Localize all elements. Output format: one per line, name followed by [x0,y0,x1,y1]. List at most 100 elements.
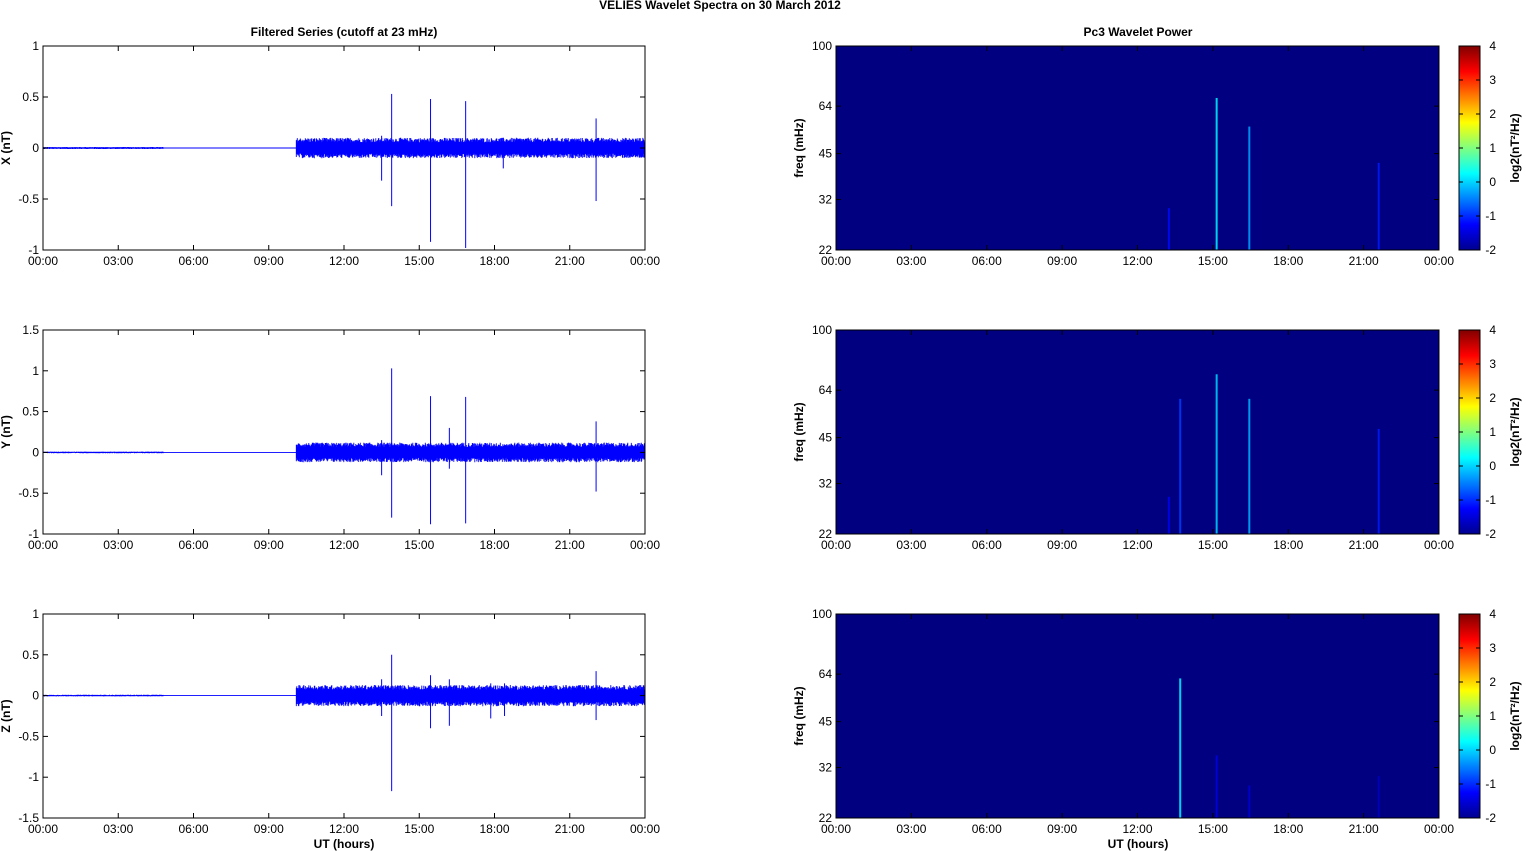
series-y-ytick-label: -1 [28,527,39,541]
power-x-background [836,46,1439,250]
series-x-xtick-label: 00:00 [28,254,58,268]
power-z-colorbar-tick-label: 4 [1489,607,1496,621]
power-x-colorbar-tick-label: 4 [1489,39,1496,53]
power-z-ytick-label: 64 [819,667,833,681]
power-z-colorbar-tick-label: -2 [1485,811,1496,825]
power-x-streak [1248,126,1251,250]
power-y-xtick-label: 12:00 [1122,538,1152,552]
power-y-colorbar-tick-label: -2 [1485,527,1496,541]
power-z-xtick-label: 18:00 [1273,822,1303,836]
series-z-xtick-label: 18:00 [479,822,509,836]
series-z-frame [42,613,646,819]
power-z-frame [835,613,1440,819]
power-z-xtick-label: 15:00 [1198,822,1228,836]
series-x-xtick-label: 06:00 [178,254,208,268]
series-x-xtick-label: 00:00 [630,254,660,268]
power-z-streak [1248,785,1251,818]
power-y-streak [1215,374,1218,534]
series-x-panel: -1 -0.5 0 0.5 1 00:00 03:00 06:00 09:00 12:00 15:0… [0,39,660,268]
power-y-colorbar-tick-label: 1 [1489,425,1496,439]
power-x-colorbar-tick-label: -2 [1485,243,1496,257]
power-y-ytick-label: 64 [819,383,833,397]
right-xlabel: UT (hours) [1108,837,1169,851]
power-z-colorbar-tick-label: 3 [1489,641,1496,655]
power-y-xtick-label: 03:00 [896,538,926,552]
power-x-frame [835,45,1440,251]
series-z-xtick-label: 21:00 [555,822,585,836]
power-x-streak [1215,97,1218,250]
power-y-colorbar-label: log2(nT²/Hz) [1508,397,1522,466]
series-z-ytick-label: 1 [32,607,39,621]
power-x-ytick-label: 64 [819,99,833,113]
power-x-xtick-label: 00:00 [821,254,851,268]
power-z-colorbar-label: log2(nT²/Hz) [1508,681,1522,750]
series-y-xtick-label: 03:00 [103,538,133,552]
power-y-frame [835,329,1440,535]
series-z-xtick-label: 03:00 [103,822,133,836]
power-z-xtick-label: 00:00 [821,822,851,836]
series-y-ytick-label: 0.5 [22,405,39,419]
power-y-colorbar-tick-label: 4 [1489,323,1496,337]
power-x-colorbar-label: log2(nT²/Hz) [1508,113,1522,182]
power-z-xtick-label: 03:00 [896,822,926,836]
power-y-xtick-label: 18:00 [1273,538,1303,552]
power-x-colorbar-tick-label: 3 [1489,73,1496,87]
power-x-ytick-label: 100 [812,39,832,53]
power-y-colorbar-tick-label: 0 [1489,459,1496,473]
power-z-ytick-label: 32 [819,761,833,775]
power-x-xtick-label: 06:00 [972,254,1002,268]
power-y-xtick-label: 15:00 [1198,538,1228,552]
series-z-xtick-label: 00:00 [630,822,660,836]
power-z-xtick-label: 21:00 [1349,822,1379,836]
power-y-ytick-label: 100 [812,323,832,337]
series-x-xtick-label: 21:00 [555,254,585,268]
power-x-xtick-label: 12:00 [1122,254,1152,268]
power-y-colorbar-tick-label: -1 [1485,493,1496,507]
series-y-ytick-label: 1.5 [22,323,39,337]
power-x-colorbar-tick-label: 2 [1489,107,1496,121]
power-z-xtick-label: 12:00 [1122,822,1152,836]
power-x-ytick-label: 45 [819,147,833,161]
power-x-ytick-label: 22 [819,243,833,257]
power-y-xtick-label: 06:00 [972,538,1002,552]
power-y-streak [1377,428,1380,534]
power-y-streak [1179,398,1182,534]
power-y-background [836,330,1439,534]
power-y-colorbar-tick-label: 3 [1489,357,1496,371]
power-x-xtick-label: 21:00 [1349,254,1379,268]
power-z-background [836,614,1439,818]
series-z-ytick-label: -1 [28,770,39,784]
power-z-colorbar-tick-label: 1 [1489,709,1496,723]
series-y-panel: -1 -0.5 0 0.5 1 1.5 00:00 03:00 06:00 09:00 12:00 1… [0,323,660,552]
series-x-xtick-label: 12:00 [329,254,359,268]
series-z-panel: -1.5 -1 -0.5 0 0.5 1 00:00 03:00 06:00 09:00 12:00… [0,607,660,836]
series-y-ytick-label: 1 [32,364,39,378]
power-x-xtick-label: 03:00 [896,254,926,268]
power-z-xtick-label: 00:00 [1424,822,1454,836]
series-x-frame [42,45,646,251]
series-y-xtick-label: 00:00 [630,538,660,552]
series-x-xtick-label: 03:00 [103,254,133,268]
series-x-ytick-label: 0.5 [22,90,39,104]
power-x-colorbar-tick-label: 0 [1489,175,1496,189]
power-x-ytick-label: 32 [819,193,833,207]
series-z-trace [42,685,646,707]
power-x-ylabel: freq (mHz) [792,118,806,177]
power-z-ytick-label: 45 [819,715,833,729]
power-z-streak [1377,776,1380,818]
series-y-trace [42,442,646,463]
series-z-xtick-label: 06:00 [178,822,208,836]
power-z-ytick-label: 22 [819,811,833,825]
left-column-title: Filtered Series (cutoff at 23 mHz) [251,25,438,39]
series-x-ytick-label: -0.5 [18,192,39,206]
series-y-ylabel: Y (nT) [0,415,13,449]
series-z-ytick-label: -0.5 [18,729,39,743]
power-x-streak [1377,162,1380,250]
power-z-xtick-label: 06:00 [972,822,1002,836]
series-z-xtick-label: 12:00 [329,822,359,836]
power-z-xtick-label: 09:00 [1047,822,1077,836]
series-y-xtick-label: 18:00 [479,538,509,552]
